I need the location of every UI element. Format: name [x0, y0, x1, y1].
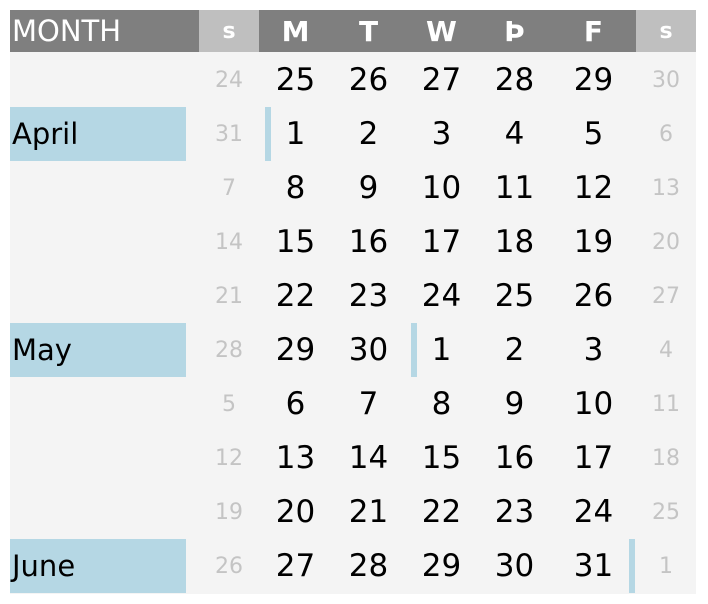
day-cell: 30 [652, 67, 680, 93]
week-row: May 28 29 30 1 2 3 4 [10, 323, 696, 377]
week-row: 14 15 16 17 18 19 20 [10, 215, 696, 269]
day-cell: 10 [573, 386, 614, 422]
day-cell: 20 [652, 229, 680, 255]
week-row: June 26 27 28 29 30 31 1 [10, 539, 696, 593]
month-label-june: June [10, 539, 186, 593]
day-cell: 1 [659, 553, 673, 579]
day-cell: 18 [652, 445, 680, 471]
week-row: April 31 1 2 3 4 5 6 [10, 107, 696, 161]
day-header-monday: M [259, 10, 332, 52]
day-cell: 29 [573, 62, 614, 98]
day-cell: 14 [215, 229, 243, 255]
day-cell: 19 [573, 224, 614, 260]
day-cell: 1 [285, 116, 306, 152]
day-cell: 17 [573, 440, 614, 476]
month-start-marker [265, 107, 271, 161]
day-cell: 16 [348, 224, 389, 260]
day-cell: 25 [652, 499, 680, 525]
day-cell: 30 [494, 548, 535, 584]
day-cell: 6 [285, 386, 306, 422]
month-start-marker [629, 539, 635, 593]
day-cell: 31 [573, 548, 614, 584]
day-cell: 2 [504, 332, 525, 368]
day-header-thursday: Þ [478, 10, 551, 52]
week-row: 12 13 14 15 16 17 18 [10, 431, 696, 485]
day-cell: 25 [494, 278, 535, 314]
day-cell: 15 [421, 440, 462, 476]
day-cell: 2 [358, 116, 379, 152]
day-cell: 21 [215, 283, 243, 309]
day-cell: 11 [494, 170, 535, 206]
day-cell: 3 [583, 332, 604, 368]
week-row: 21 22 23 24 25 26 27 [10, 269, 696, 323]
day-cell: 27 [652, 283, 680, 309]
day-cell: 26 [573, 278, 614, 314]
day-cell: 27 [421, 62, 462, 98]
day-cell: 3 [431, 116, 452, 152]
day-header-tuesday: T [332, 10, 405, 52]
day-cell: 7 [222, 175, 236, 201]
calendar-header-row: MONTH s M T W Þ F s [10, 10, 696, 52]
day-cell: 27 [275, 548, 316, 584]
day-cell: 29 [275, 332, 316, 368]
day-cell: 5 [222, 391, 236, 417]
day-cell: 8 [285, 170, 306, 206]
day-cell: 7 [358, 386, 379, 422]
day-cell: 4 [504, 116, 525, 152]
day-cell: 5 [583, 116, 604, 152]
day-cell: 12 [215, 445, 243, 471]
day-cell: 30 [348, 332, 389, 368]
day-cell: 24 [215, 67, 243, 93]
day-header-sunday: s [199, 10, 259, 52]
day-cell: 9 [504, 386, 525, 422]
day-cell: 21 [348, 494, 389, 530]
day-cell: 18 [494, 224, 535, 260]
day-cell: 1 [431, 332, 452, 368]
day-cell: 22 [275, 278, 316, 314]
day-cell: 17 [421, 224, 462, 260]
day-cell: 26 [215, 553, 243, 579]
day-cell: 10 [421, 170, 462, 206]
day-cell: 6 [659, 121, 673, 147]
month-label-may: May [10, 323, 186, 377]
week-row: 24 25 26 27 28 29 30 [10, 53, 696, 107]
day-cell: 31 [215, 121, 243, 147]
day-cell: 8 [431, 386, 452, 422]
day-cell: 24 [421, 278, 462, 314]
day-cell: 25 [275, 62, 316, 98]
month-column-header: MONTH [10, 10, 199, 52]
day-cell: 23 [348, 278, 389, 314]
day-cell: 11 [652, 391, 680, 417]
week-row: 19 20 21 22 23 24 25 [10, 485, 696, 539]
day-cell: 28 [494, 62, 535, 98]
day-cell: 13 [652, 175, 680, 201]
calendar-grid: MONTH s M T W Þ F s 24 25 26 27 28 29 30… [10, 10, 696, 594]
day-cell: 28 [215, 337, 243, 363]
day-header-friday: F [551, 10, 636, 52]
day-cell: 22 [421, 494, 462, 530]
day-cell: 13 [275, 440, 316, 476]
day-cell: 26 [348, 62, 389, 98]
day-header-saturday: s [636, 10, 696, 52]
day-cell: 29 [421, 548, 462, 584]
month-start-marker [411, 323, 417, 377]
day-cell: 4 [659, 337, 673, 363]
day-cell: 15 [275, 224, 316, 260]
day-cell: 12 [573, 170, 614, 206]
week-row: 5 6 7 8 9 10 11 [10, 377, 696, 431]
day-cell: 28 [348, 548, 389, 584]
day-cell: 20 [275, 494, 316, 530]
day-cell: 23 [494, 494, 535, 530]
day-cell: 16 [494, 440, 535, 476]
week-row: 7 8 9 10 11 12 13 [10, 161, 696, 215]
day-cell: 24 [573, 494, 614, 530]
day-cell: 19 [215, 499, 243, 525]
month-label-april: April [10, 107, 186, 161]
day-cell: 9 [358, 170, 379, 206]
day-cell: 14 [348, 440, 389, 476]
day-header-wednesday: W [405, 10, 478, 52]
